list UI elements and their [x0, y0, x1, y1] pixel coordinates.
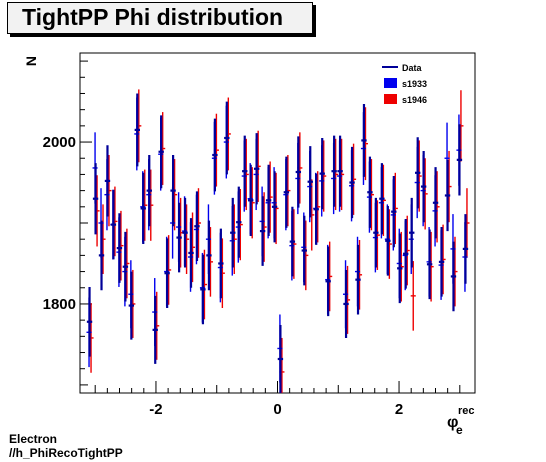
footer-line-2: //h_PhiRecoTightPP: [9, 446, 123, 460]
data-point: [325, 246, 331, 317]
data-point: [122, 231, 129, 302]
data-point: [104, 145, 111, 217]
data-point: [116, 213, 123, 283]
data-point: [242, 135, 248, 207]
data-point: [248, 164, 254, 236]
data-point: [420, 150, 427, 223]
data-point: [301, 215, 307, 286]
y-tick-label: 2000: [43, 134, 76, 151]
data-point: [462, 214, 469, 284]
data-point: [176, 202, 182, 273]
legend-label: s1946: [402, 95, 427, 105]
data-point: [164, 238, 170, 308]
x-axis-label-sub: e: [456, 423, 463, 437]
data-point: [194, 191, 200, 262]
legend-label: Data: [402, 63, 423, 73]
axes: -2 0 2 1800 2000: [43, 60, 461, 418]
series-s1946: [88, 89, 470, 393]
data-point: [230, 197, 236, 268]
data-point: [134, 93, 140, 167]
data-point: [397, 233, 403, 304]
data-point: [319, 138, 325, 210]
data-point: [403, 218, 409, 289]
x-axis-label-main: φ: [447, 414, 458, 431]
data-point: [265, 164, 272, 236]
data-point: [373, 197, 379, 268]
data-point: [379, 163, 385, 235]
data-point: [92, 163, 99, 235]
data-point: [218, 228, 224, 299]
x-axis-label-sup: rec: [458, 405, 475, 417]
legend-swatch-s1933: [384, 78, 397, 88]
data-point: [450, 241, 457, 312]
data-point: [206, 220, 212, 291]
data-point: [212, 118, 218, 192]
x-tick-label: 2: [395, 401, 403, 418]
data-point: [391, 176, 397, 248]
data-point: [426, 229, 433, 300]
data-point: [110, 189, 117, 260]
series-data: [86, 93, 469, 393]
data-point: [86, 286, 93, 357]
data-point: [444, 159, 451, 232]
data-point: [188, 218, 194, 288]
data-point: [313, 173, 319, 245]
data-point: [271, 171, 278, 243]
data-point: [224, 101, 230, 175]
data-point: [385, 206, 391, 276]
data-point: [146, 155, 152, 227]
data-point: [182, 197, 188, 268]
data-point: [259, 196, 266, 266]
data-points: [86, 89, 470, 393]
data-point: [367, 156, 373, 228]
footer-line-1: Electron: [9, 432, 58, 446]
data-point: [415, 137, 421, 209]
data-point: [361, 104, 367, 177]
x-tick-label: -2: [149, 401, 162, 418]
x-tick-label: 0: [273, 401, 281, 418]
legend-label: s1933: [402, 79, 427, 89]
data-point: [432, 167, 439, 239]
legend: Data s1933 s1946: [382, 63, 427, 105]
x-axis-label: φ rec e: [447, 401, 479, 437]
data-point: [98, 220, 105, 291]
data-point: [158, 115, 164, 189]
data-point: [410, 261, 416, 331]
data-point: [343, 269, 349, 338]
data-point: [438, 227, 445, 297]
data-point: [456, 124, 463, 196]
data-point: [331, 135, 337, 207]
data-point: [140, 172, 146, 245]
data-point: [289, 206, 296, 277]
y-tick-label: 1800: [43, 296, 76, 313]
data-point: [283, 156, 290, 228]
data-point: [170, 155, 176, 227]
data-point: [128, 271, 135, 340]
data-point: [152, 295, 158, 364]
data-point: [355, 244, 361, 315]
data-point: [236, 186, 242, 258]
legend-swatch-s1946: [384, 94, 397, 104]
title-box: TightPP Phi distribution: [7, 2, 313, 34]
y-axis-label: N: [23, 56, 39, 66]
data-point: [349, 146, 355, 219]
data-point: [253, 133, 260, 205]
data-point: [200, 254, 206, 325]
data-point: [295, 136, 302, 208]
page-title: TightPP Phi distribution: [22, 4, 284, 30]
data-point: [337, 135, 343, 207]
data-point: [409, 197, 415, 268]
data-point: [277, 325, 284, 393]
data-point: [307, 146, 313, 218]
